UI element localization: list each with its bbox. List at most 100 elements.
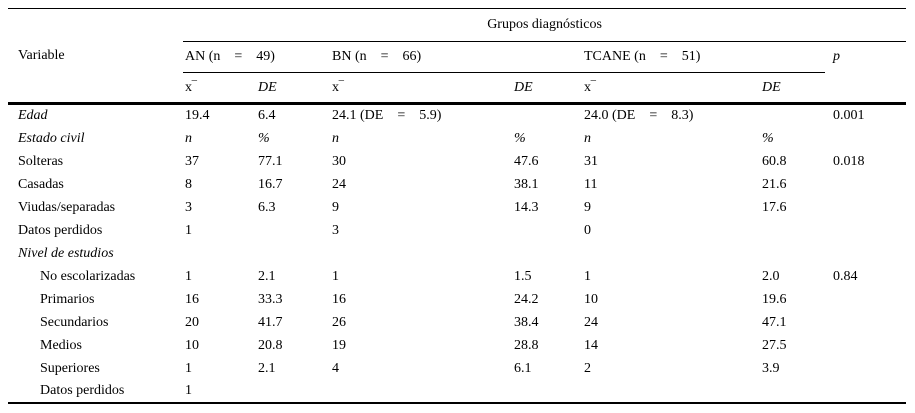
row-label: No escolarizadas <box>40 268 136 284</box>
cell-value: 31 <box>584 153 598 169</box>
cell-value: 11 <box>584 176 598 192</box>
row-label: Medios <box>40 337 82 353</box>
subheader-mean-an: x‾ <box>183 72 256 105</box>
cell-value <box>760 104 825 128</box>
table-row: Secundarios 20 41.7 26 38.4 24 47.1 <box>8 311 906 334</box>
header-row-statistics: x‾ DE x‾ DE x‾ DE <box>8 72 907 105</box>
table-row: Edad 19.4 6.4 24.1 (DE = 5.9) 24.0 (DE = 8.3… <box>8 104 906 128</box>
cell-value <box>512 242 582 265</box>
cell-value: 2.1 <box>258 268 276 284</box>
p-column-header: p <box>833 49 840 65</box>
cell-value: 16 <box>332 291 346 307</box>
cell-value: 1 <box>185 222 192 238</box>
p-value: 0.001 <box>833 108 865 123</box>
table-row: No escolarizadas 1 2.1 1 1.5 1 2.0 0.84 <box>8 265 906 288</box>
cell-value <box>330 242 512 265</box>
row-label: Viudas/separadas <box>18 199 116 215</box>
subheader-de-tcane: DE <box>760 72 825 105</box>
cell-value <box>330 380 512 403</box>
cell-value: 16 <box>185 291 199 307</box>
subheader-de-an: DE <box>256 72 330 105</box>
cell-value: 9 <box>332 199 339 215</box>
cell-value <box>760 380 825 403</box>
cell-value: 2.0 <box>762 268 780 284</box>
cell-value <box>256 242 330 265</box>
cell-value: 30 <box>332 153 346 169</box>
cell-value: 38.4 <box>514 314 539 330</box>
group-header-an: AN (n = 49) <box>183 41 330 73</box>
cell-value: 2.1 <box>258 360 276 376</box>
p-value <box>825 288 906 311</box>
cell-value <box>582 242 760 265</box>
cell-value: 20 <box>185 314 199 330</box>
cell-value <box>512 219 582 242</box>
header-row-span-title: Variable Grupos diagnósticos <box>8 8 907 105</box>
cell-value: 9 <box>584 199 591 215</box>
table-body: Edad 19.4 6.4 24.1 (DE = 5.9) 24.0 (DE = 8.3… <box>8 104 906 404</box>
row-label: Primarios <box>40 291 95 307</box>
cell-value: 1.5 <box>514 268 532 284</box>
cell-value: 17.6 <box>762 199 787 215</box>
cell-value: 4 <box>332 360 339 376</box>
table-row: Primarios 16 33.3 16 24.2 10 19.6 <box>8 288 906 311</box>
p-value <box>825 127 906 150</box>
group-header-bn: BN (n = 66) <box>330 41 582 73</box>
cell-value: 24.2 <box>514 291 539 307</box>
cell-value: 2 <box>584 360 591 376</box>
cell-value: 27.5 <box>762 337 787 353</box>
diagnostic-groups-table: Variable Grupos diagnósticos AN (n = 49)… <box>8 8 907 404</box>
cell-value: 60.8 <box>762 153 787 169</box>
cell-value: 1 <box>185 268 192 284</box>
cell-value: 47.6 <box>514 153 539 169</box>
cell-value: 3 <box>332 222 339 238</box>
p-value <box>825 173 906 196</box>
table-row: Superiores 1 2.1 4 6.1 2 3.9 <box>8 357 906 380</box>
cell-value: n <box>332 130 339 146</box>
cell-value <box>512 380 582 403</box>
row-label: Estado civil <box>18 130 85 146</box>
cell-value: 6.3 <box>258 199 276 215</box>
cell-value: 8 <box>185 176 192 192</box>
p-value <box>825 357 906 380</box>
subheader-de-bn: DE <box>512 72 582 105</box>
p-value: 0.018 <box>833 153 865 169</box>
cell-value: 24.0 (DE = 8.3) <box>584 108 694 123</box>
p-value <box>825 196 906 219</box>
cell-value: 1 <box>185 383 192 398</box>
cell-value: 47.1 <box>762 314 787 330</box>
cell-value <box>760 242 825 265</box>
cell-value <box>512 104 582 128</box>
row-label: Casadas <box>18 176 64 192</box>
cell-value: 10 <box>584 291 598 307</box>
cell-value: 6.1 <box>514 360 532 376</box>
cell-value: 28.8 <box>514 337 539 353</box>
table-row: Medios 10 20.8 19 28.8 14 27.5 <box>8 334 906 357</box>
cell-value: 1 <box>332 268 339 284</box>
table-row: Estado civil n% n% n% <box>8 127 906 150</box>
group-span-title: Grupos diagnósticos <box>183 8 907 42</box>
subheader-mean-tcane: x‾ <box>582 72 760 105</box>
cell-value: 14.3 <box>514 199 539 215</box>
subheader-p-empty <box>825 72 907 105</box>
row-label: Secundarios <box>40 314 109 330</box>
cell-value <box>183 242 256 265</box>
table-row: Nivel de estudios <box>8 242 906 265</box>
p-value <box>825 334 906 357</box>
header-row-groups: AN (n = 49) BN (n = 66) TCANE (n = 51) p <box>8 41 906 73</box>
row-label: Nivel de estudios <box>18 245 114 261</box>
cell-value: 38.1 <box>514 176 539 192</box>
table-row: Datos perdidos 1 3 0 <box>8 219 906 242</box>
cell-value: n <box>185 130 192 146</box>
row-label: Datos perdidos <box>18 222 103 238</box>
p-value <box>825 242 906 265</box>
table-row: Casadas 8 16.7 24 38.1 11 21.6 <box>8 173 906 196</box>
variable-column-header: Variable <box>8 8 183 105</box>
table-row: Solteras 37 77.1 30 47.6 31 60.8 0.018 <box>8 150 906 173</box>
cell-value: % <box>514 130 526 146</box>
cell-value: 21.6 <box>762 176 787 192</box>
cell-value: n <box>584 130 591 146</box>
cell-value <box>256 219 330 242</box>
cell-value: % <box>258 130 270 146</box>
cell-value <box>256 380 330 403</box>
